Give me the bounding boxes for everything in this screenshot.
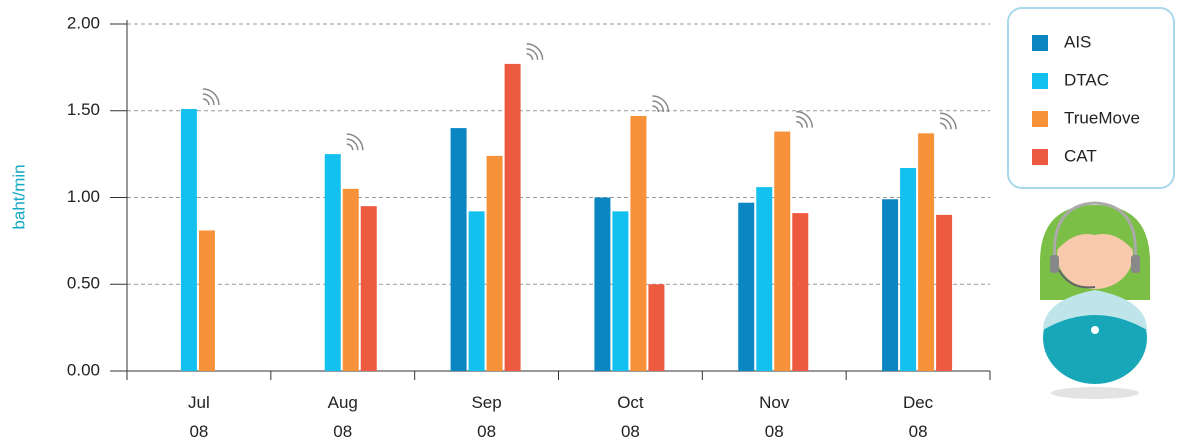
signal-icon xyxy=(652,95,670,113)
signal-arc xyxy=(652,105,660,113)
signal-arc xyxy=(652,95,670,113)
bar xyxy=(180,109,197,371)
signal-arc xyxy=(202,88,220,106)
operator-illustration xyxy=(1040,201,1150,399)
signal-arc xyxy=(796,120,803,128)
y-tick-label: 1.50 xyxy=(67,100,100,119)
signal-icon xyxy=(939,112,957,130)
signal-arc xyxy=(796,110,813,128)
signal-arc xyxy=(202,98,210,106)
x-tick-label: Aug 08 xyxy=(328,393,358,441)
x-tick-label: Dec 08 xyxy=(903,393,934,441)
legend-label: CAT xyxy=(1064,146,1097,165)
y-tick-label: 1.00 xyxy=(67,187,100,206)
x-tick-label: Jul 08 xyxy=(188,393,210,441)
signal-icon xyxy=(202,88,220,106)
bar xyxy=(486,155,503,371)
y-tick-label: 2.00 xyxy=(67,13,100,32)
x-tick-label: Nov 08 xyxy=(759,393,790,441)
signal-arc xyxy=(939,122,947,130)
legend-box xyxy=(1007,7,1175,189)
bar xyxy=(738,202,755,371)
bar xyxy=(612,211,629,371)
y-tick-label: 0.00 xyxy=(67,360,100,379)
bar xyxy=(936,214,953,371)
legend-label: DTAC xyxy=(1064,70,1109,89)
signal-arc xyxy=(346,143,354,151)
bar xyxy=(342,188,359,371)
legend-swatch xyxy=(1032,111,1048,127)
legend-swatch xyxy=(1032,73,1048,89)
signal-icon xyxy=(526,43,544,61)
signal-arc xyxy=(796,115,808,128)
bar xyxy=(594,197,611,371)
signal-arc xyxy=(346,138,359,151)
signal-icon xyxy=(796,110,813,128)
signal-arc xyxy=(526,43,544,60)
legend-label: TrueMove xyxy=(1064,108,1140,127)
x-tick-label: Oct 08 xyxy=(617,393,644,441)
x-tick-label: Sep 08 xyxy=(471,393,501,441)
signal-arc xyxy=(346,133,364,151)
signal-arc xyxy=(202,93,215,106)
bar xyxy=(792,213,809,371)
bar xyxy=(882,199,899,371)
signal-arc xyxy=(526,53,534,61)
y-axis-label: baht/min xyxy=(9,164,28,229)
bar xyxy=(918,133,935,371)
bar xyxy=(360,206,377,371)
bar xyxy=(630,115,647,371)
legend-label: AIS xyxy=(1064,32,1091,51)
y-tick-label: 0.50 xyxy=(67,274,100,293)
signal-arc xyxy=(940,117,952,130)
bar xyxy=(900,168,917,371)
bar xyxy=(504,63,521,371)
signal-arc xyxy=(940,112,957,130)
bar xyxy=(648,284,665,371)
legend-swatch xyxy=(1032,149,1048,165)
signal-arc xyxy=(526,48,539,60)
bar xyxy=(450,128,467,371)
bar xyxy=(756,187,773,371)
bar xyxy=(774,131,791,371)
legend-swatch xyxy=(1032,35,1048,51)
bar xyxy=(324,154,341,371)
signal-arc xyxy=(652,100,665,113)
bar xyxy=(198,230,215,371)
signal-icon xyxy=(346,133,364,151)
bar xyxy=(468,211,485,371)
